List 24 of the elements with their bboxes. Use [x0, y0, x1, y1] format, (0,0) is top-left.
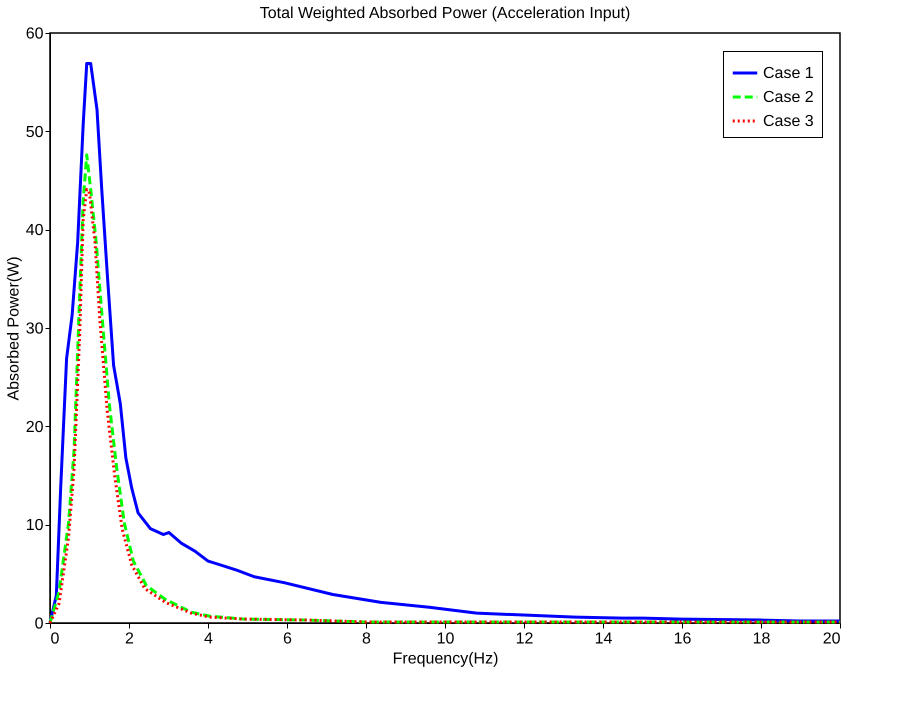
- legend-label: Case 2: [763, 89, 814, 106]
- x-tick-label: 10: [436, 630, 454, 648]
- y-tick-label: 60: [26, 26, 44, 42]
- legend-label: Case 1: [763, 65, 814, 82]
- chart-title: Total Weighted Absorbed Power (Acceleration Input): [260, 5, 630, 22]
- legend-label: Case 3: [763, 113, 814, 130]
- y-axis-title: Absorbed Power(W): [6, 256, 23, 401]
- y-tick-label: 40: [26, 222, 44, 240]
- x-tick-label: 2: [125, 630, 134, 648]
- x-tick-label: 18: [752, 630, 770, 648]
- x-tick-label: 0: [50, 630, 60, 648]
- y-tick-label: 10: [26, 517, 44, 534]
- y-tick-label: 0: [34, 616, 44, 632]
- y-tick-label: 50: [26, 124, 44, 141]
- y-tick-label: 20: [26, 418, 44, 436]
- x-tick-label: 16: [674, 630, 692, 648]
- x-tick-label: 14: [594, 630, 612, 648]
- x-tick-label: 8: [362, 630, 372, 648]
- x-tick-label: 6: [283, 630, 292, 648]
- x-tick-label: 12: [516, 630, 534, 648]
- y-tick-label: 30: [26, 320, 44, 338]
- x-tick-label: 4: [204, 630, 214, 648]
- x-tick-label: 20: [822, 630, 841, 648]
- x-axis-title: Frequency(Hz): [392, 650, 498, 668]
